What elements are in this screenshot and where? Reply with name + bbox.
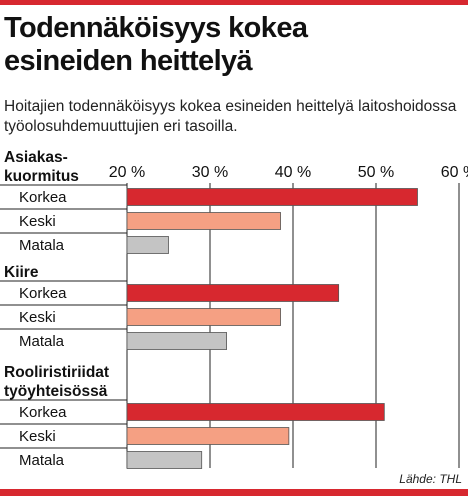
row-label: Korkea: [19, 285, 67, 302]
bar: [126, 188, 418, 206]
group-title: kuormitus: [4, 168, 79, 185]
x-tick-label: 30 %: [192, 164, 228, 181]
source-note: Lähde: THL: [399, 472, 462, 486]
bar: [126, 332, 227, 350]
group-title: työyhteisössä: [4, 383, 108, 400]
bar-group: Kiire Korkea Keski Matala: [0, 264, 340, 350]
x-axis-ticks: 20 % 30 % 40 % 50 % 60 %: [109, 164, 468, 181]
bar: [126, 308, 281, 326]
bar: [126, 427, 290, 445]
x-tick-label: 60 %: [441, 164, 468, 181]
bar: [126, 284, 340, 302]
chart-subtitle-line-2: työolosuhdemuuttujien eri tasoilla.: [4, 118, 238, 135]
row-label: Matala: [19, 237, 65, 254]
bar: [126, 403, 385, 421]
row-label: Matala: [19, 452, 65, 469]
chart-title: Todennäköisyys kokea esineiden heittelyä: [4, 12, 464, 78]
row-label: Keski: [19, 309, 56, 326]
x-tick-label: 20 %: [109, 164, 145, 181]
bar-groups: Asiakas-kuormitusKorkeaKeskiMatalaKiireK…: [0, 149, 418, 469]
bar: [126, 236, 169, 254]
x-tick-label: 50 %: [358, 164, 394, 181]
bottom-accent-rule: [0, 489, 468, 496]
top-accent-rule: [0, 0, 468, 5]
bar-group: Asiakas-kuormitus Korkea Keski Matala: [0, 149, 418, 254]
bar: [126, 212, 281, 230]
group-title: Rooliristiriidat: [4, 364, 109, 381]
row-label: Korkea: [19, 189, 67, 206]
bar: [126, 451, 203, 469]
row-label: Keski: [19, 213, 56, 230]
chart-subtitle: Hoitajien todennäköisyys kokea esineiden…: [4, 97, 466, 137]
group-title: Asiakas-: [4, 149, 68, 166]
bar-group: Rooliristiriidat työyhteisössä Korkea Keski…: [0, 364, 385, 469]
row-label: Korkea: [19, 404, 67, 421]
chart-title-line-2: esineiden heittelyä: [4, 45, 253, 77]
x-tick-label: 40 %: [275, 164, 311, 181]
row-label: Matala: [19, 333, 65, 350]
chart-title-line-1: Todennäköisyys kokea: [4, 12, 308, 44]
group-title: Kiire: [4, 264, 39, 281]
chart-subtitle-line-1: Hoitajien todennäköisyys kokea esineiden…: [4, 98, 457, 115]
row-label: Keski: [19, 428, 56, 445]
